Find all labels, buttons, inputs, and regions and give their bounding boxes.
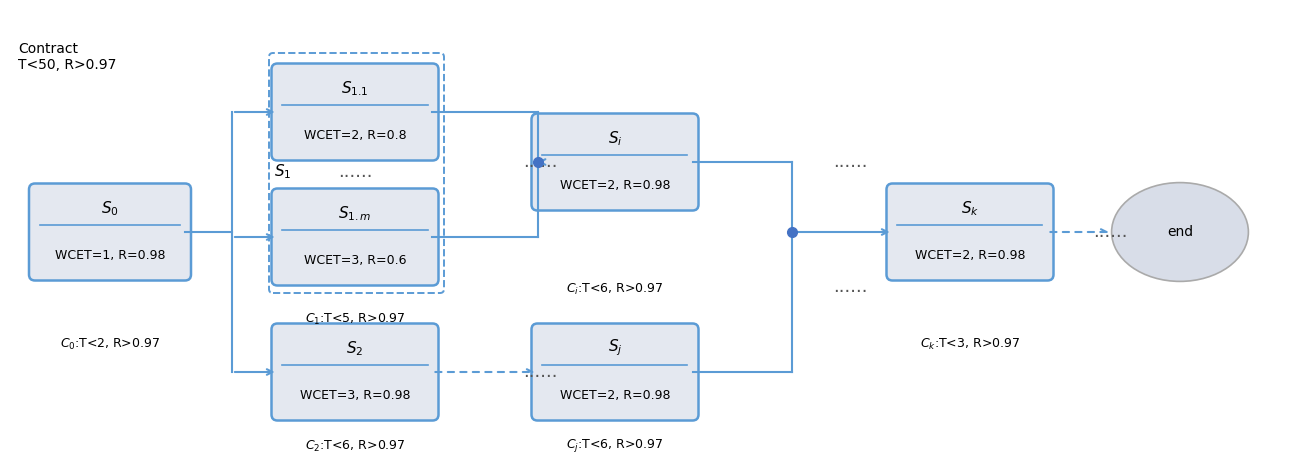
Text: WCET=3, R=0.6: WCET=3, R=0.6 — [303, 254, 406, 267]
Text: $S_j$: $S_j$ — [608, 338, 623, 359]
Text: WCET=3, R=0.98: WCET=3, R=0.98 — [300, 389, 410, 402]
Ellipse shape — [1112, 182, 1249, 281]
Text: $S_0$: $S_0$ — [101, 199, 119, 218]
Text: $C_j$:T<6, R>0.97: $C_j$:T<6, R>0.97 — [567, 437, 664, 454]
Text: WCET=2, R=0.98: WCET=2, R=0.98 — [560, 179, 671, 192]
Text: WCET=2, R=0.98: WCET=2, R=0.98 — [914, 249, 1025, 262]
FancyBboxPatch shape — [532, 114, 699, 211]
Text: ......: ...... — [1093, 223, 1127, 241]
FancyBboxPatch shape — [271, 323, 438, 420]
Text: $C_i$:T<6, R>0.97: $C_i$:T<6, R>0.97 — [567, 282, 664, 297]
FancyBboxPatch shape — [532, 323, 699, 420]
Text: $C_k$:T<3, R>0.97: $C_k$:T<3, R>0.97 — [920, 337, 1021, 352]
Text: $C_2$:T<6, R>0.97: $C_2$:T<6, R>0.97 — [305, 439, 406, 454]
Text: ......: ...... — [523, 363, 558, 381]
FancyBboxPatch shape — [271, 63, 438, 160]
Text: WCET=2, R=0.98: WCET=2, R=0.98 — [560, 389, 671, 402]
Text: $S_k$: $S_k$ — [961, 199, 979, 218]
FancyBboxPatch shape — [29, 183, 191, 280]
FancyBboxPatch shape — [271, 188, 438, 286]
Text: ......: ...... — [833, 278, 868, 296]
Text: WCET=2, R=0.8: WCET=2, R=0.8 — [303, 129, 406, 142]
Text: ......: ...... — [833, 153, 868, 171]
Text: end: end — [1167, 225, 1193, 239]
Text: $S_{1.1}$: $S_{1.1}$ — [341, 79, 368, 97]
FancyBboxPatch shape — [887, 183, 1053, 280]
Text: ......: ...... — [523, 153, 558, 171]
Text: Contract
T<50, R>0.97: Contract T<50, R>0.97 — [18, 42, 117, 72]
Text: $S_{1.m}$: $S_{1.m}$ — [339, 204, 372, 223]
Text: $S_i$: $S_i$ — [608, 129, 623, 147]
Text: ......: ...... — [337, 163, 372, 181]
Text: $S_1$: $S_1$ — [274, 163, 292, 182]
Text: WCET=1, R=0.98: WCET=1, R=0.98 — [54, 249, 165, 262]
Text: $C_0$:T<2, R>0.97: $C_0$:T<2, R>0.97 — [60, 337, 160, 352]
Text: $C_1$:T<5, R>0.97: $C_1$:T<5, R>0.97 — [305, 312, 406, 327]
Text: $S_2$: $S_2$ — [346, 339, 363, 358]
